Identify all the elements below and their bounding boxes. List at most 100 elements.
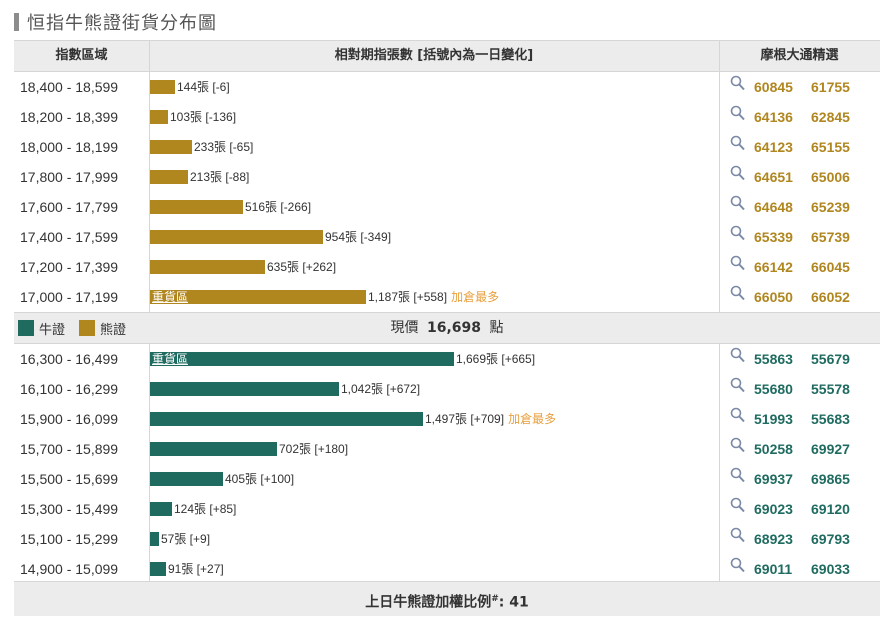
table-row: 15,300 - 15,499 124張 [+85] 69023 69120 (14, 494, 880, 524)
warrant-code-link[interactable]: 69023 (754, 501, 793, 517)
most-added-note: 加倉最多 (451, 290, 500, 304)
bar-cell: 702張 [+180] (149, 434, 719, 464)
search-icon[interactable] (730, 407, 746, 425)
warrant-code-link[interactable]: 69120 (811, 501, 850, 517)
warrant-code-link[interactable]: 61755 (811, 79, 850, 95)
warrant-code-link[interactable]: 55683 (811, 411, 850, 427)
bar-value-label: 213張 [-88] (190, 162, 249, 192)
divider (149, 344, 150, 584)
warrant-code-link[interactable]: 66052 (811, 289, 850, 305)
table-row: 17,800 - 17,999 213張 [-88] 64651 65006 (14, 162, 880, 192)
jpmorgan-picks: 60845 61755 (726, 72, 880, 102)
bar-cell: 1,042張 [+672] (149, 374, 719, 404)
contract-bar (149, 382, 339, 396)
index-range: 16,100 - 16,299 (20, 381, 119, 397)
search-icon[interactable] (730, 285, 746, 303)
warrant-code-link[interactable]: 69865 (811, 471, 850, 487)
bar-value-label: 144張 [-6] (177, 72, 230, 102)
search-icon[interactable] (730, 437, 746, 455)
search-icon[interactable] (730, 467, 746, 485)
search-icon[interactable] (730, 347, 746, 365)
contract-bar (149, 472, 223, 486)
warrant-code-link[interactable]: 60845 (754, 79, 793, 95)
footer-value: : 41 (498, 594, 529, 611)
jpmorgan-picks: 69937 69865 (726, 464, 880, 494)
divider (719, 344, 720, 584)
bar-value-label: 1,042張 [+672] (341, 374, 420, 404)
footer-label: 上日牛熊證加權比例 (365, 594, 492, 611)
warrant-code-link[interactable]: 65739 (811, 229, 850, 245)
warrant-code-link[interactable]: 69033 (811, 561, 850, 577)
contract-bar (149, 502, 172, 516)
search-icon[interactable] (730, 165, 746, 183)
contracts-change-text: 124張 [+85] (174, 502, 237, 516)
jpmorgan-picks: 66142 66045 (726, 252, 880, 282)
search-icon[interactable] (730, 497, 746, 515)
warrant-code-link[interactable]: 64648 (754, 199, 793, 215)
search-icon[interactable] (730, 377, 746, 395)
search-icon[interactable] (730, 225, 746, 243)
contracts-change-text: 1,669張 [+665] (456, 352, 536, 366)
warrant-code-link[interactable]: 66050 (754, 289, 793, 305)
header-range: 指數區域 (55, 48, 108, 63)
search-icon[interactable] (730, 255, 746, 273)
warrant-code-link[interactable]: 69927 (811, 441, 850, 457)
warrant-code-link[interactable]: 51993 (754, 411, 793, 427)
contract-bar (149, 532, 159, 546)
search-icon[interactable] (730, 527, 746, 545)
contract-bar (149, 140, 192, 154)
warrant-code-link[interactable]: 65239 (811, 199, 850, 215)
search-icon[interactable] (730, 105, 746, 123)
search-icon[interactable] (730, 557, 746, 575)
warrant-code-link[interactable]: 55679 (811, 351, 850, 367)
bar-value-label: 233張 [-65] (194, 132, 253, 162)
warrant-code-link[interactable]: 55578 (811, 381, 850, 397)
table-row: 17,400 - 17,599 954張 [-349] 65339 65739 (14, 222, 880, 252)
index-range: 14,900 - 15,099 (20, 561, 119, 577)
contract-bar (149, 562, 166, 576)
legend-swatch-bear (79, 320, 96, 336)
search-icon[interactable] (730, 75, 746, 93)
index-range: 17,600 - 17,799 (20, 199, 119, 215)
current-price: 現價 16,698 點 (14, 313, 880, 343)
current-price-value: 16,698 (426, 320, 482, 336)
bar-cell: 124張 [+85] (149, 494, 719, 524)
bar-value-label: 405張 [+100] (225, 464, 294, 494)
search-icon[interactable] (730, 135, 746, 153)
contracts-change-text: 405張 [+100] (225, 472, 295, 486)
table-row: 15,500 - 15,699 405張 [+100] 69937 69865 (14, 464, 880, 494)
bar-value-label: 1,187張 [+558] 加倉最多 (368, 282, 499, 312)
jpmorgan-picks: 64648 65239 (726, 192, 880, 222)
warrant-code-link[interactable]: 66142 (754, 259, 793, 275)
index-range: 17,400 - 17,599 (20, 229, 119, 245)
warrant-code-link[interactable]: 65006 (811, 169, 850, 185)
warrant-code-link[interactable]: 55863 (754, 351, 793, 367)
warrant-code-link[interactable]: 65339 (754, 229, 793, 245)
bar-value-label: 516張 [-266] (245, 192, 311, 222)
warrant-code-link[interactable]: 55680 (754, 381, 793, 397)
index-range: 17,200 - 17,399 (20, 259, 119, 275)
warrant-code-link[interactable]: 66045 (811, 259, 850, 275)
warrant-code-link[interactable]: 65155 (811, 139, 850, 155)
warrant-code-link[interactable]: 68923 (754, 531, 793, 547)
warrant-code-link[interactable]: 69793 (811, 531, 850, 547)
warrant-code-link[interactable]: 64123 (754, 139, 793, 155)
warrant-code-link[interactable]: 50258 (754, 441, 793, 457)
search-icon[interactable] (730, 195, 746, 213)
bar-value-label: 124張 [+85] (174, 494, 236, 524)
bar-value-label: 1,669張 [+665] (456, 344, 535, 374)
contract-bar: 重貨區 (149, 290, 366, 304)
table-row: 17,200 - 17,399 635張 [+262] 66142 66045 (14, 252, 880, 282)
heavy-zone-tag: 重貨區 (152, 352, 189, 366)
table-row: 14,900 - 15,099 91張 [+27] 69011 69033 (14, 554, 880, 584)
bar-cell: 103張 [-136] (149, 102, 719, 132)
warrant-code-link[interactable]: 62845 (811, 109, 850, 125)
contracts-change-text: 1,042張 [+672] (341, 382, 421, 396)
warrant-code-link[interactable]: 69937 (754, 471, 793, 487)
contracts-change-text: 1,187張 [+558] (368, 290, 448, 304)
warrant-code-link[interactable]: 69011 (754, 561, 793, 577)
warrant-code-link[interactable]: 64136 (754, 109, 793, 125)
warrant-code-link[interactable]: 64651 (754, 169, 793, 185)
table-row: 18,000 - 18,199 233張 [-65] 64123 65155 (14, 132, 880, 162)
jpmorgan-picks: 55680 55578 (726, 374, 880, 404)
